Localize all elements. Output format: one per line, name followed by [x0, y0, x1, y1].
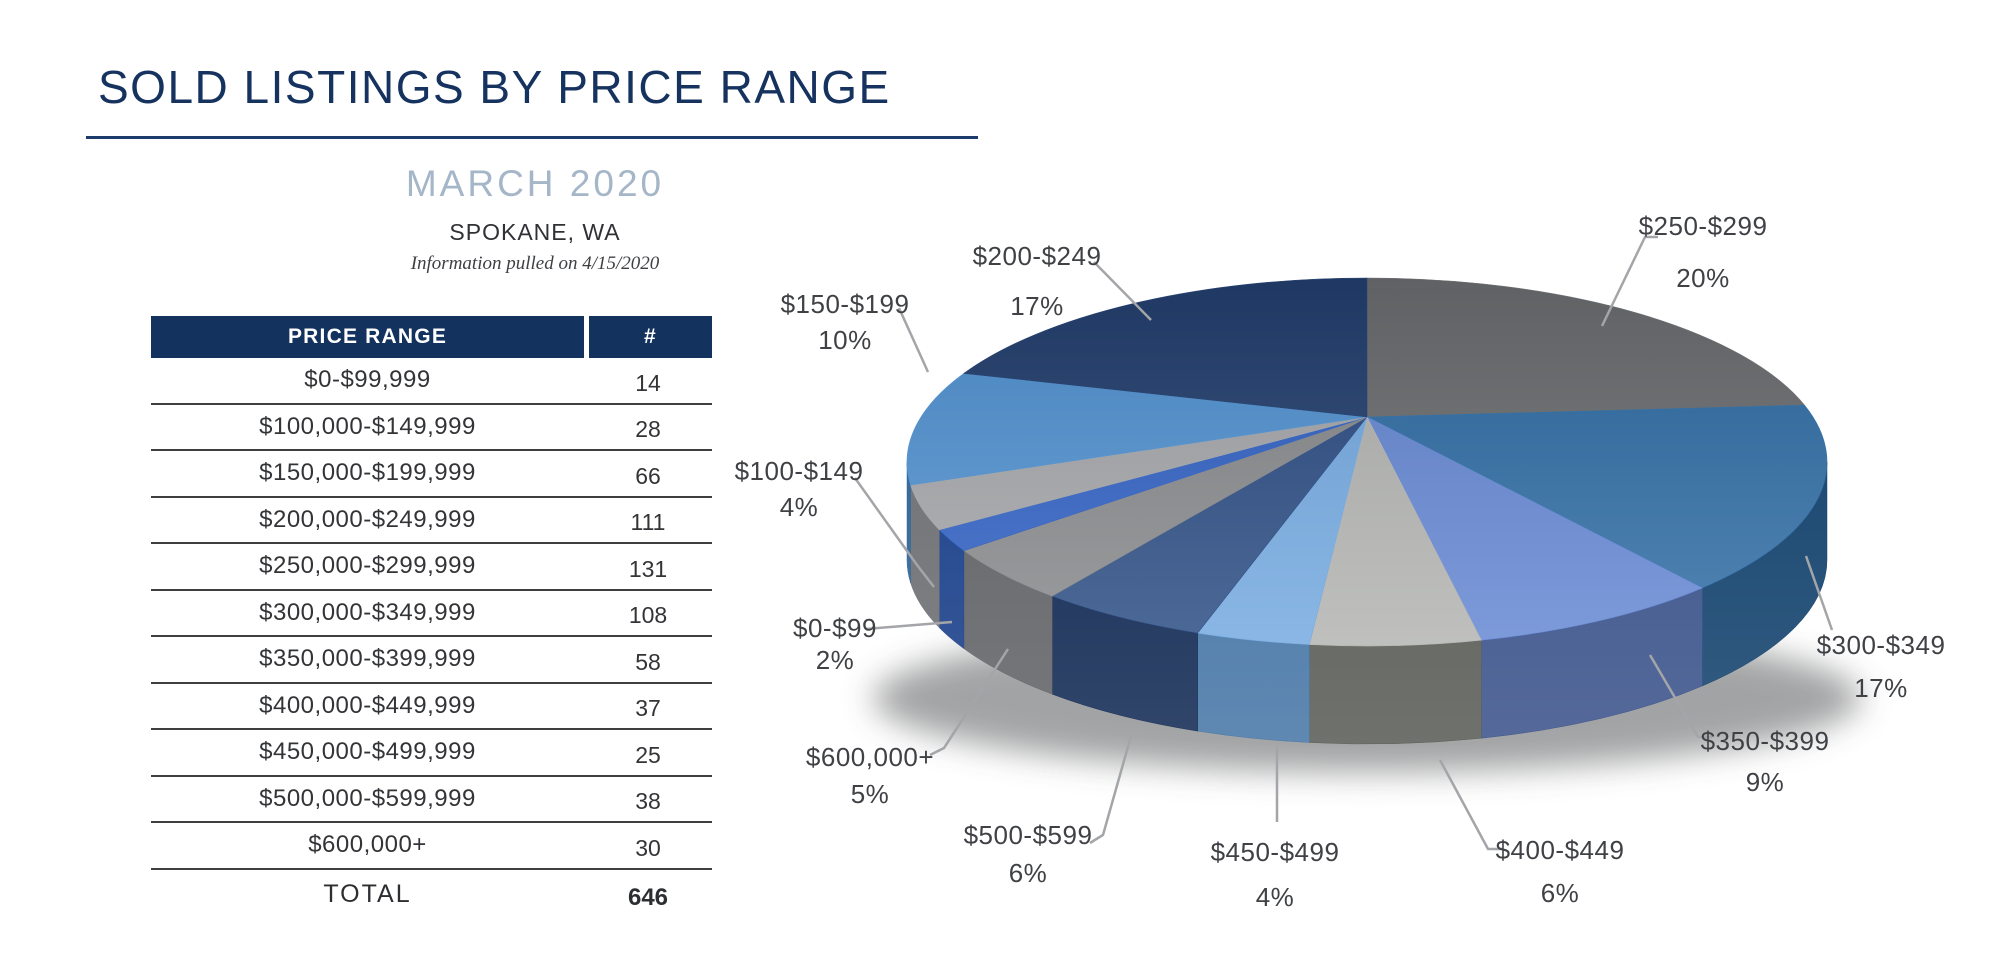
count-cell: 25 [635, 741, 661, 768]
price-range-cell: $400,000-$449,999 [259, 691, 476, 719]
price-range-cell: $500,000-$599,999 [259, 784, 476, 812]
pie-rims [906, 461, 1828, 745]
price-range-cell: $600,000+ [308, 831, 427, 859]
count-cell: 131 [628, 555, 668, 582]
pie-slice-label: $250-$299 [1639, 211, 1768, 241]
pie-slice-label: $400-$449 [1496, 835, 1625, 865]
pie-slice-pct-label: 20% [1676, 263, 1730, 293]
pie-leader-$150-$199 [897, 307, 930, 373]
pie-leader-$600,000+ [929, 648, 1010, 757]
count-cell: 37 [635, 695, 661, 722]
table-row: $600,000+ 30 [151, 823, 712, 870]
table-row: $250,000-$299,999 131 [151, 544, 712, 591]
price-table: PRICE RANGE # $0-$99,999 14 $100,000-$149,… [151, 316, 712, 919]
pie-slice-$400-$449 [1308, 416, 1482, 647]
pie-slice-label: $600,000+ [806, 742, 934, 772]
pie-slice-label: $150-$199 [781, 289, 910, 319]
price-range-cell: $250,000-$299,999 [259, 552, 476, 580]
pie-slice-$500-$599 [1051, 416, 1368, 634]
table-row: $350,000-$399,999 58 [151, 637, 712, 684]
pie-leader-$0-$99 [865, 620, 953, 631]
column-divider [584, 316, 589, 358]
pie-slice-$300-$349 [1366, 404, 1828, 589]
pie-labels: $250-$299 20% $300-$349 17% $350-$399 9% $400-… [735, 211, 1946, 912]
pie-leader-$300-$349 [1804, 555, 1834, 631]
pie-slice-pct-label: 17% [1010, 291, 1064, 321]
count-cell: 66 [635, 462, 661, 489]
pie-slice-label: $500-$599 [964, 820, 1093, 850]
pie-slice-$150-$199 [906, 373, 1368, 486]
pie-slice-label: $300-$349 [1817, 630, 1946, 660]
location-label: SPOKANE, WA [449, 219, 621, 245]
price-table-header: PRICE RANGE # [151, 316, 712, 358]
pie-leader-$400-$449 [1438, 759, 1502, 851]
column-header-price-range: PRICE RANGE [151, 316, 584, 358]
pie-top-faces [906, 277, 1828, 647]
price-range-cell: $150,000-$199,999 [259, 459, 476, 487]
pie-slice-pct-label: 6% [1009, 858, 1048, 888]
pie-leader-$500-$599 [1089, 728, 1135, 845]
price-range-cell: $300,000-$349,999 [259, 598, 476, 626]
price-table-body: $0-$99,999 14 $100,000-$149,999 28 $150,000-… [151, 358, 712, 870]
table-row: $400,000-$449,999 37 [151, 684, 712, 730]
count-cell: 28 [635, 416, 661, 443]
pie-slice-pct-label: 4% [780, 492, 819, 522]
price-range-cell: $100,000-$149,999 [259, 412, 476, 440]
column-header-count: # [589, 316, 712, 358]
table-row: $150,000-$199,999 66 [151, 451, 712, 498]
count-cell: 14 [635, 369, 661, 396]
pie-slice-$600,000+ [963, 416, 1368, 597]
pie-slice-side-$450-$499 [1197, 632, 1310, 743]
pie-slice-pct-label: 17% [1854, 673, 1908, 703]
price-range-cell: $200,000-$249,999 [259, 505, 476, 533]
total-label: TOTAL [323, 879, 412, 908]
price-range-cell: $0-$99,999 [304, 366, 431, 394]
price-range-cell: $450,000-$499,999 [259, 738, 476, 766]
period-subtitle: MARCH 2020 [405, 163, 665, 204]
pie-slice-pct-label: 6% [1541, 878, 1580, 908]
table-row: $500,000-$599,999 38 [151, 777, 712, 823]
pie-leader-$250-$299 [1600, 235, 1658, 327]
count-cell: 108 [628, 602, 668, 629]
table-row: $300,000-$349,999 108 [151, 591, 712, 637]
count-cell: 38 [635, 788, 661, 815]
pie-slice-$350-$399 [1366, 416, 1704, 641]
pie-slice-label: $450-$499 [1211, 837, 1340, 867]
pie-leader-lines [853, 235, 1834, 851]
table-row: $100,000-$149,999 28 [151, 405, 712, 451]
pie-slice-label: $100-$149 [735, 456, 864, 486]
pie-slice-$250-$299 [1366, 277, 1806, 418]
count-cell: 30 [635, 834, 661, 861]
pie-slice-pct-label: 5% [851, 779, 890, 809]
pie-slice-label: $200-$249 [973, 241, 1102, 271]
table-row: $450,000-$499,999 25 [151, 730, 712, 777]
table-total-row: TOTAL 646 [151, 870, 712, 919]
pie-slice-side-$400-$449 [1309, 639, 1482, 745]
count-cell: 111 [630, 509, 666, 536]
pie-slice-label: $350-$399 [1701, 726, 1830, 756]
pie-slice-pct-label: 2% [816, 645, 855, 675]
title-underline [86, 136, 978, 139]
price-range-cell: $350,000-$399,999 [259, 645, 476, 673]
pie-leader-$350-$399 [1648, 654, 1712, 739]
pie-slice-$200-$249 [963, 277, 1368, 418]
pie-slice-label: $0-$99 [793, 613, 877, 643]
table-row: $200,000-$249,999 111 [151, 498, 712, 544]
pie-slice-pct-label: 10% [818, 325, 872, 355]
pie-leader-$200-$249 [1093, 261, 1152, 321]
total-value: 646 [627, 884, 669, 911]
pie-slice-pct-label: 4% [1256, 882, 1295, 912]
pie-leader-$100-$149 [853, 477, 935, 588]
table-row: $0-$99,999 14 [151, 358, 712, 405]
count-cell: 58 [635, 648, 661, 675]
pie-slice-pct-label: 9% [1746, 767, 1785, 797]
pulled-date-note: Information pulled on 4/15/2020 [410, 253, 660, 274]
page-title: SOLD LISTINGS BY PRICE RANGE [98, 61, 891, 113]
